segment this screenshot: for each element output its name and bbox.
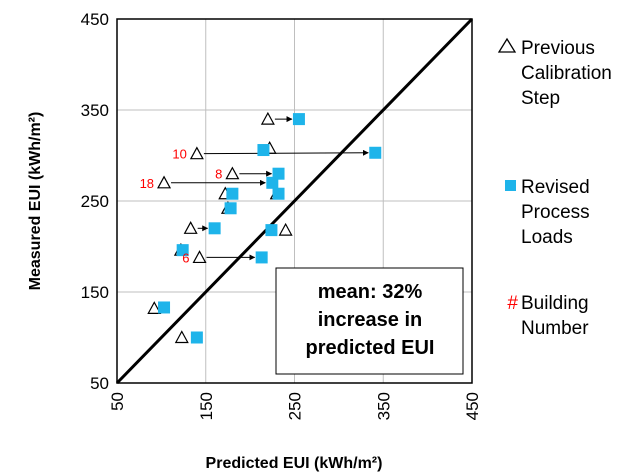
previous-calibration-point (157, 175, 172, 189)
previous-calibration-point (183, 221, 198, 234)
revised-process-loads-point (226, 187, 239, 200)
previous-calibration-point (147, 301, 162, 314)
legend-label-line: Process (521, 202, 590, 223)
annotation-box (275, 267, 464, 375)
legend-entry-building-number: # Building Number (507, 293, 589, 339)
revised-process-loads-point (208, 222, 221, 235)
revised-process-loads-point (369, 146, 382, 159)
legend-label-line: Previous (521, 38, 595, 59)
revised-process-loads-point (265, 224, 278, 237)
x-tick-label: 250 (286, 392, 305, 420)
x-axis-title: Predicted EUI (kWh/m²) (206, 455, 383, 472)
annotation-line-2: increase in (318, 309, 423, 331)
building-numbers: 10 8 18 6 (140, 147, 223, 266)
previous-calibration-point (192, 250, 207, 264)
x-tick-label: 450 (463, 392, 482, 420)
y-tick-label: 250 (81, 192, 109, 211)
revised-process-loads-point (176, 244, 189, 257)
legend-label-line: Building (521, 293, 589, 314)
building-number-label: 6 (182, 250, 189, 265)
tick-labels: 50 150 250 350 450 50 150 250 350 450 (81, 10, 482, 420)
y-tick-label: 150 (81, 283, 109, 302)
previous-calibration-point (260, 111, 275, 125)
previous-calibration-point (278, 222, 293, 236)
building-number-label: 18 (140, 176, 154, 191)
revised-process-loads-point (292, 113, 305, 126)
plot-frame (116, 18, 473, 384)
legend-entry-previous-calibration: Previous Calibration Step (497, 37, 612, 109)
building-number-label: 10 (172, 147, 186, 162)
legend-entry-revised-process-loads: Revised Process Loads (505, 177, 590, 248)
y-tick-label: 50 (90, 374, 109, 393)
y-axis-title: Measured EUI (kWh/m²) (27, 112, 44, 291)
revised-process-loads-point (257, 144, 270, 157)
data-points (147, 111, 382, 344)
annotation-line-1: mean: 32% (318, 281, 423, 303)
x-tick-label: 50 (108, 392, 127, 411)
arrows (171, 116, 369, 261)
previous-calibration-point (189, 146, 204, 160)
y-tick-label: 450 (81, 10, 109, 29)
revised-process-loads-point (224, 202, 237, 215)
reference-line-y-equals-x (115, 17, 474, 385)
legend-label-line: Revised (521, 177, 590, 198)
change-arrow (203, 149, 369, 156)
square-marker-icon (505, 180, 516, 191)
legend-label-line: Number (521, 318, 589, 339)
revised-process-loads-point (266, 176, 279, 189)
x-tick-label: 150 (197, 392, 216, 420)
revised-process-loads-point (272, 167, 285, 180)
legend-label-line: Step (521, 88, 560, 109)
hash-symbol-icon: # (507, 293, 518, 314)
legend: Previous Calibration Step Revised Proces… (497, 37, 612, 339)
mean-annotation-box: mean: 32% increase in predicted EUI (275, 267, 464, 375)
x-tick-label: 350 (374, 392, 393, 420)
revised-process-loads-point (190, 331, 203, 344)
revised-process-loads-point (272, 187, 285, 200)
annotation-line-3: predicted EUI (306, 337, 435, 359)
building-number-label: 8 (215, 167, 222, 182)
revised-process-loads-point (255, 251, 268, 264)
legend-label-line: Calibration (521, 63, 612, 84)
legend-label-line: Loads (521, 227, 573, 248)
revised-process-loads-point (158, 301, 171, 314)
previous-calibration-point (225, 166, 240, 180)
previous-calibration-point (174, 330, 189, 344)
y-tick-label: 350 (81, 101, 109, 120)
triangle-marker-icon (497, 37, 517, 53)
